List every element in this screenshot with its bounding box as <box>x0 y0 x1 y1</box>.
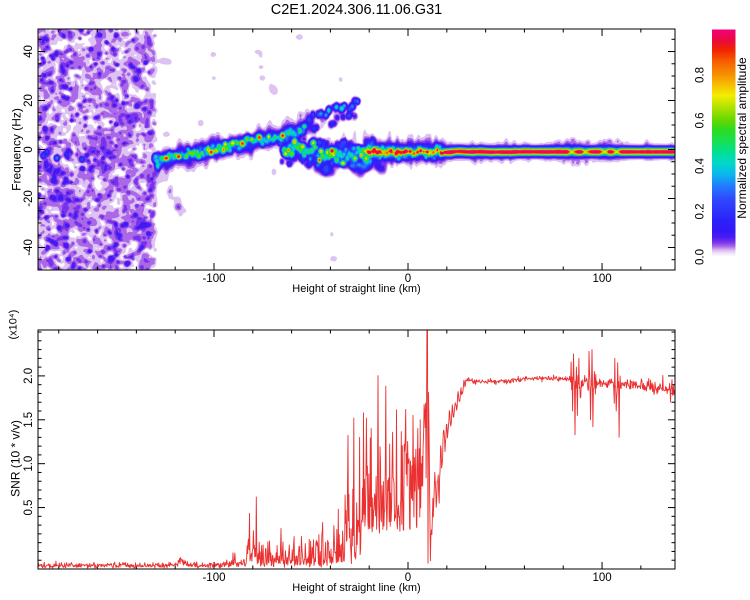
svg-text:SNR (10 * v/v): SNR (10 * v/v) <box>9 420 23 497</box>
svg-text:0.4: 0.4 <box>694 157 706 174</box>
svg-text:0: 0 <box>405 273 411 285</box>
svg-text:-100: -100 <box>202 273 225 285</box>
svg-text:1.0: 1.0 <box>23 456 35 472</box>
svg-text:0.8: 0.8 <box>694 67 706 83</box>
svg-text:(x10⁴): (x10⁴) <box>7 310 19 340</box>
svg-text:Frequency (Hz): Frequency (Hz) <box>9 108 23 191</box>
svg-text:C2E1.2024.306.11.06.G31: C2E1.2024.306.11.06.G31 <box>271 2 442 18</box>
svg-text:Height of straight line (km): Height of straight line (km) <box>292 283 420 295</box>
svg-text:-100: -100 <box>202 572 225 584</box>
svg-text:100: 100 <box>592 273 611 285</box>
svg-text:20: 20 <box>23 94 35 107</box>
svg-text:Normalized spectral amplitude: Normalized spectral amplitude <box>735 57 749 219</box>
svg-text:0.2: 0.2 <box>694 203 706 219</box>
svg-text:2.0: 2.0 <box>23 368 35 384</box>
svg-text:1.5: 1.5 <box>23 412 35 428</box>
svg-text:100: 100 <box>592 572 611 584</box>
svg-text:0: 0 <box>23 146 35 152</box>
svg-text:0.0: 0.0 <box>694 249 706 265</box>
svg-text:-20: -20 <box>23 190 35 207</box>
svg-text:Height of straight line (km): Height of straight line (km) <box>292 582 420 594</box>
svg-text:0: 0 <box>405 572 411 584</box>
svg-text:40: 40 <box>23 45 35 58</box>
svg-text:0.5: 0.5 <box>23 500 35 516</box>
svg-text:-40: -40 <box>23 239 35 256</box>
svg-text:0.6: 0.6 <box>694 112 706 128</box>
